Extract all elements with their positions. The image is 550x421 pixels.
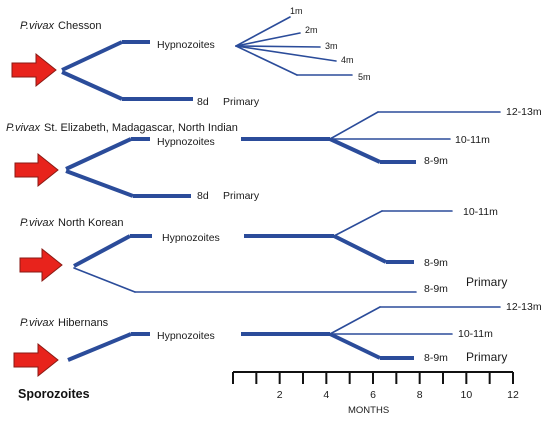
species-label: P.vivax bbox=[20, 217, 55, 229]
relapse-branch bbox=[333, 234, 387, 264]
months-axis: 2 4 6 8 10 12 MONTHS bbox=[232, 371, 519, 416]
branch-to-primary bbox=[61, 70, 123, 101]
branch-to-hypnozoites bbox=[61, 40, 123, 72]
relapse-branch bbox=[235, 45, 298, 76]
species-label: P.vivax bbox=[20, 317, 55, 329]
sporozoite-arrow bbox=[11, 52, 57, 88]
axis-tick-label: 12 bbox=[507, 389, 519, 401]
primary-day-label: 8d bbox=[197, 190, 209, 202]
strain-north-korean: P.vivax North Korean Hypnozoites 8-9m Pri… bbox=[19, 206, 507, 295]
hypnozoites-label: Hypnozoites bbox=[157, 330, 215, 342]
branch-to-primary bbox=[73, 267, 136, 293]
branch-to-hypnozoites bbox=[65, 137, 132, 171]
sporozoites-label: Sporozoites bbox=[18, 387, 90, 401]
relapse-label: 10-11m bbox=[458, 328, 493, 340]
axis-ticks bbox=[232, 372, 514, 384]
strain-name: North Korean bbox=[58, 217, 123, 229]
strain-hibernans: P.vivax Hibernans Hypnozoites 12-13m 10-1… bbox=[13, 301, 542, 378]
strain-chesson: P.vivax Chesson Hypnozoites 8d Primary 1m… bbox=[11, 6, 371, 108]
strain-st-elizabeth: P.vivax St. Elizabeth, Madagascar, North … bbox=[6, 106, 542, 202]
relapse-label: 12-13m bbox=[506, 301, 542, 313]
relapse-label: 10-11m bbox=[463, 206, 498, 218]
relapse-label: 8-9m bbox=[424, 155, 448, 167]
relapse-branch bbox=[329, 332, 381, 360]
primary-day-label: 8-9m bbox=[424, 352, 448, 364]
relapse-label: 4m bbox=[341, 55, 354, 65]
relapse-branch bbox=[235, 45, 321, 48]
relapse-branch bbox=[329, 137, 381, 164]
relapse-branch bbox=[235, 32, 301, 47]
axis-tick-label: 10 bbox=[460, 389, 472, 401]
relapse-label: 5m bbox=[358, 72, 371, 82]
branch-to-hypnozoites bbox=[67, 332, 132, 362]
relapse-branch bbox=[329, 111, 379, 140]
hypnozoites-label: Hypnozoites bbox=[162, 232, 220, 244]
relapse-label: 2m bbox=[305, 25, 318, 35]
strain-name: Chesson bbox=[58, 20, 101, 32]
primary-label: Primary bbox=[223, 190, 260, 202]
relapse-label: 3m bbox=[325, 41, 338, 51]
primary-label: Primary bbox=[223, 96, 260, 108]
axis-tick-label: 4 bbox=[323, 389, 329, 401]
sporozoite-arrow bbox=[19, 247, 63, 283]
axis-tick-label: 2 bbox=[277, 389, 283, 401]
strain-name: Hibernans bbox=[58, 317, 109, 329]
relapse-branch bbox=[329, 306, 381, 335]
primary-day-label: 8-9m bbox=[424, 283, 448, 295]
species-label: P.vivax bbox=[20, 20, 55, 32]
relapse-label: 1m bbox=[290, 6, 303, 16]
hypnozoites-label: Hypnozoites bbox=[157, 136, 215, 148]
sporozoite-arrow bbox=[13, 342, 59, 378]
axis-tick-labels: 2 4 6 8 10 12 bbox=[277, 389, 519, 401]
axis-tick-label: 6 bbox=[370, 389, 376, 401]
species-label: P.vivax bbox=[6, 122, 41, 134]
sporozoite-arrow bbox=[14, 152, 59, 188]
relapse-label: 12-13m bbox=[506, 106, 542, 118]
primary-label: Primary bbox=[466, 350, 507, 364]
relapse-label: 10-11m bbox=[455, 134, 490, 146]
relapse-branch bbox=[235, 16, 291, 47]
strain-name: St. Elizabeth, Madagascar, North Indian bbox=[44, 122, 238, 134]
primary-label: Primary bbox=[466, 275, 507, 289]
axis-title: MONTHS bbox=[348, 405, 389, 416]
branch-to-hypnozoites bbox=[73, 234, 131, 268]
axis-tick-label: 8 bbox=[417, 389, 423, 401]
branch-to-primary bbox=[65, 169, 134, 198]
hypnozoites-label: Hypnozoites bbox=[157, 39, 215, 51]
relapse-label: 8-9m bbox=[424, 257, 448, 269]
primary-day-label: 8d bbox=[197, 96, 209, 108]
relapse-branch bbox=[333, 210, 383, 237]
relapse-branch bbox=[235, 45, 337, 62]
